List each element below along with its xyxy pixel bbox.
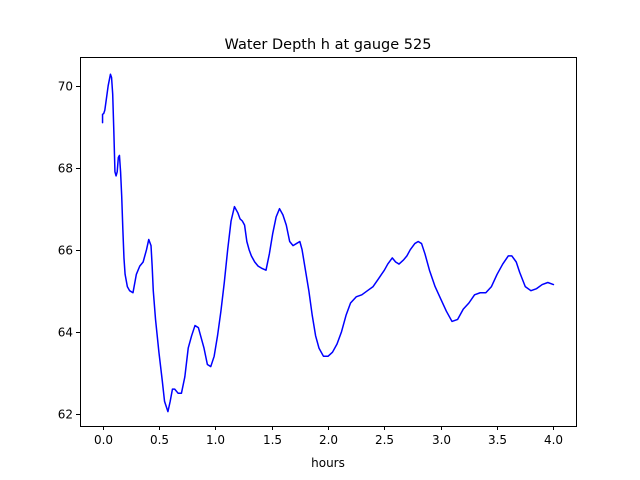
y-tick-label: 62 [58, 408, 73, 422]
y-axis: 62 64 66 68 70 [58, 80, 80, 422]
x-tick-label: 1.0 [206, 433, 225, 447]
y-tick-label: 68 [58, 162, 73, 176]
x-axis: 0.0 0.5 1.0 1.5 2.0 2.5 3.0 3.5 4.0 [94, 426, 563, 447]
x-tick-label: 1.5 [263, 433, 282, 447]
series-line [101, 73, 555, 413]
x-tick-label: 4.0 [544, 433, 563, 447]
plot-frame [80, 57, 577, 427]
y-tick-label: 64 [58, 326, 73, 340]
x-tick-label: 3.5 [488, 433, 507, 447]
plot-area: 0.0 0.5 1.0 1.5 2.0 2.5 3.0 3.5 4.0 62 64 66 68 70 [58, 57, 577, 447]
chart-title: Water Depth h at gauge 525 [225, 37, 432, 53]
x-axis-label: hours [311, 456, 345, 470]
y-tick-label: 70 [58, 80, 73, 94]
x-tick-label: 2.5 [375, 433, 394, 447]
x-tick-label: 0.5 [150, 433, 169, 447]
x-tick-label: 0.0 [94, 433, 113, 447]
x-tick-label: 2.0 [319, 433, 338, 447]
y-tick-label: 66 [58, 244, 73, 258]
x-tick-label: 3.0 [432, 433, 451, 447]
